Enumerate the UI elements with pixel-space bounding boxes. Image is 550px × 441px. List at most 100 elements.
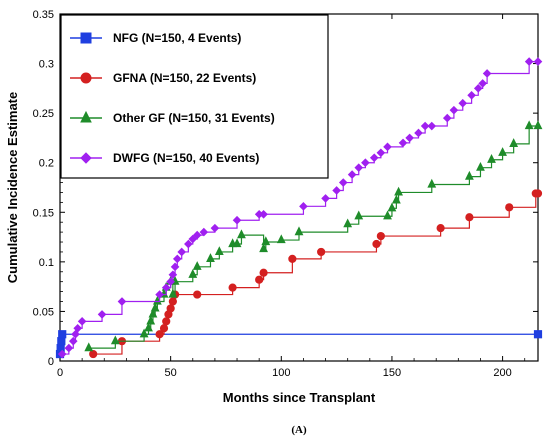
data-point xyxy=(473,84,483,93)
legend-label: GFNA (N=150, 22 Events) xyxy=(113,71,256,85)
data-point xyxy=(184,239,193,249)
data-point xyxy=(166,277,175,286)
data-point xyxy=(347,170,357,179)
x-tick-label: 150 xyxy=(383,367,401,379)
data-point xyxy=(509,138,519,147)
series-circle xyxy=(89,189,543,359)
data-point xyxy=(478,79,487,88)
data-point xyxy=(56,344,65,353)
data-point xyxy=(354,163,364,172)
data-point xyxy=(317,247,326,257)
data-point xyxy=(232,238,242,248)
data-point xyxy=(110,335,120,345)
data-point xyxy=(414,128,423,138)
data-point xyxy=(159,324,169,333)
data-point xyxy=(162,317,171,326)
data-point xyxy=(533,120,543,130)
data-point xyxy=(354,210,364,220)
figure-caption: (A) xyxy=(291,424,307,436)
data-point xyxy=(498,147,508,156)
y-tick-label: 0 xyxy=(48,356,54,368)
series-diamond xyxy=(57,57,543,359)
data-point xyxy=(449,105,459,115)
data-point xyxy=(398,138,408,148)
data-point xyxy=(64,343,74,353)
data-point xyxy=(237,229,246,239)
data-point xyxy=(276,234,286,244)
data-point xyxy=(524,57,534,66)
data-point xyxy=(376,148,386,158)
data-point xyxy=(482,69,492,78)
data-point xyxy=(172,254,182,264)
x-axis-label: Months since Transplant xyxy=(223,390,376,405)
y-axis-label: Cumulative Incidence Estimate xyxy=(5,92,20,283)
data-point xyxy=(228,283,237,292)
data-point xyxy=(465,213,474,222)
data-point xyxy=(148,308,158,318)
data-point xyxy=(343,218,353,228)
data-point xyxy=(394,186,403,196)
y-tick-label: 0.1 xyxy=(39,257,54,269)
data-point xyxy=(420,121,430,131)
data-point xyxy=(533,189,543,198)
data-point xyxy=(84,342,94,352)
y-tick-label: 0.25 xyxy=(33,108,54,120)
data-point xyxy=(71,329,80,339)
data-point xyxy=(259,268,268,277)
data-point xyxy=(259,243,269,253)
data-point xyxy=(259,209,268,219)
data-point xyxy=(255,275,264,284)
data-point xyxy=(294,226,304,236)
legend: NFG (N=150, 4 Events) GFNA (N=150, 22 Eve… xyxy=(60,14,329,179)
data-point xyxy=(77,317,87,326)
data-point xyxy=(383,142,392,152)
data-point xyxy=(144,322,153,332)
y-tick-label: 0.2 xyxy=(39,158,54,170)
y-tick-label: 0.15 xyxy=(33,207,54,219)
data-point xyxy=(383,210,392,220)
data-point xyxy=(57,337,66,346)
data-point xyxy=(57,349,67,359)
series-layer xyxy=(55,57,543,359)
legend-label: DWFG (N=150, 40 Events) xyxy=(113,151,259,165)
data-point xyxy=(405,133,414,143)
y-tick-label: 0.05 xyxy=(33,306,54,318)
data-point xyxy=(168,288,178,298)
data-point xyxy=(442,113,452,123)
legend-swatch-marker xyxy=(80,72,92,84)
legend-label: Other GF (N=150, 31 Events) xyxy=(113,111,275,125)
data-point xyxy=(464,170,474,180)
data-point xyxy=(168,270,178,280)
data-point xyxy=(369,153,379,163)
data-point xyxy=(177,247,187,257)
legend-label: NFG (N=150, 4 Events) xyxy=(113,31,241,45)
data-point xyxy=(97,310,107,319)
y-tick-label: 0.35 xyxy=(33,9,54,21)
y-tick-label: 0.3 xyxy=(39,59,54,71)
x-tick-label: 50 xyxy=(165,367,177,379)
legend-box xyxy=(60,14,329,179)
data-point xyxy=(332,186,341,195)
data-point xyxy=(533,57,543,66)
legend-swatch-marker xyxy=(80,110,92,123)
data-point xyxy=(321,194,330,203)
data-point xyxy=(117,297,127,306)
data-point xyxy=(261,236,271,246)
data-point xyxy=(166,304,175,313)
data-point xyxy=(299,202,308,211)
data-point xyxy=(387,202,397,212)
data-point xyxy=(487,154,496,163)
data-point xyxy=(214,246,224,256)
data-point xyxy=(146,315,156,325)
data-point xyxy=(155,290,164,299)
data-point xyxy=(476,161,485,171)
data-point xyxy=(376,231,385,241)
data-point xyxy=(188,234,198,244)
data-point xyxy=(210,223,220,233)
data-point xyxy=(391,194,401,204)
data-point xyxy=(161,283,171,292)
data-point xyxy=(427,121,437,131)
data-point xyxy=(168,297,177,306)
data-point xyxy=(188,269,198,278)
data-point xyxy=(89,349,98,359)
